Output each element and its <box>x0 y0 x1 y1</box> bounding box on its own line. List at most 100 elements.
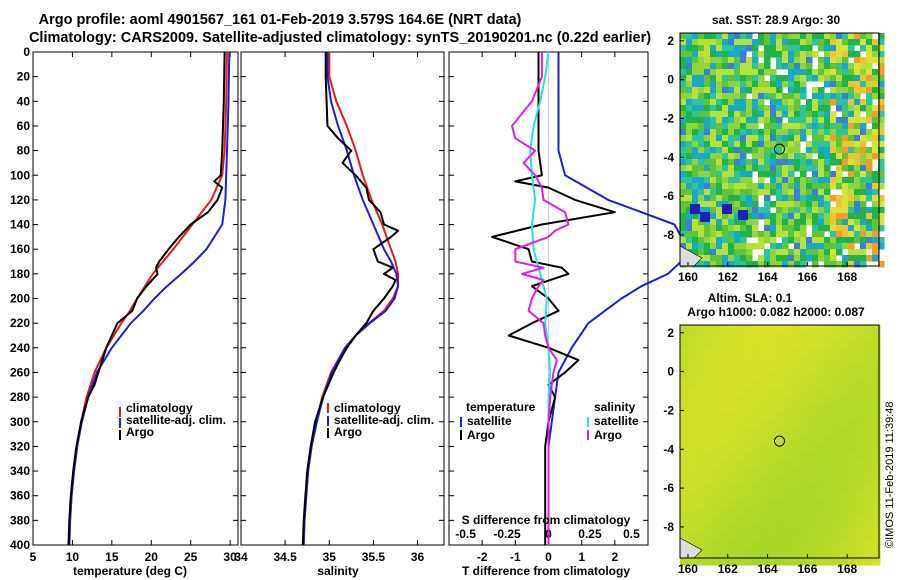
map-cell <box>812 165 819 172</box>
map-cell <box>696 413 705 422</box>
map-cell <box>764 123 771 130</box>
map-cell <box>686 105 693 112</box>
map-cell <box>712 501 721 510</box>
map-cell <box>840 533 849 542</box>
map-cell <box>872 453 881 462</box>
map-cell <box>736 381 745 390</box>
map-cell <box>800 171 807 178</box>
map-cell <box>784 541 793 550</box>
map-cell <box>760 325 769 334</box>
map-cell <box>836 165 843 172</box>
s-tick-label: 0.25 <box>578 527 602 541</box>
map-cell <box>720 541 729 550</box>
map-cell <box>878 201 885 208</box>
map-cell <box>736 373 745 382</box>
map-cell <box>830 183 837 190</box>
map-cell <box>716 255 723 262</box>
map-cell <box>848 349 857 358</box>
map-cell <box>696 421 705 430</box>
map-cell <box>722 147 729 154</box>
map-cell <box>878 219 885 226</box>
map-cell <box>866 39 873 46</box>
map-cell <box>760 413 769 422</box>
map-cell <box>728 333 737 342</box>
map-cell <box>860 231 867 238</box>
map-cell <box>764 111 771 118</box>
map-cell <box>848 541 857 550</box>
map-cell <box>808 421 817 430</box>
map-cell <box>788 87 795 94</box>
map-cell <box>832 373 841 382</box>
map-cell <box>716 219 723 226</box>
map-cell <box>842 99 849 106</box>
map-cell <box>688 421 697 430</box>
map-cell <box>704 165 711 172</box>
map-cell <box>680 219 687 226</box>
map-cell <box>764 147 771 154</box>
map-cell <box>716 45 723 52</box>
map-cell <box>866 75 873 82</box>
map-cell <box>760 525 769 534</box>
map-cell <box>710 87 717 94</box>
map-cell <box>824 207 831 214</box>
map-cell <box>686 147 693 154</box>
map-cell <box>744 517 753 526</box>
map-cell <box>704 429 713 438</box>
map-cell <box>872 111 879 118</box>
map-cell <box>818 249 825 256</box>
map-cell <box>794 39 801 46</box>
map-cell <box>824 99 831 106</box>
map-cell <box>776 99 783 106</box>
map-cell <box>752 549 761 558</box>
map-cell <box>698 243 705 250</box>
map-cell <box>848 105 855 112</box>
map-cell <box>704 57 711 64</box>
map-cell <box>854 261 861 268</box>
map-cell <box>812 177 819 184</box>
map-cell <box>776 255 783 262</box>
map-cell <box>712 357 721 366</box>
map-cell <box>800 201 807 208</box>
map-cell <box>746 81 753 88</box>
map-cell <box>800 389 809 398</box>
map-cell <box>728 255 735 262</box>
map-cell <box>722 63 729 70</box>
map-cell <box>720 397 729 406</box>
map-cell <box>824 147 831 154</box>
map-cell <box>830 153 837 160</box>
map-cell <box>848 501 857 510</box>
map-cell <box>782 147 789 154</box>
map-cell <box>764 105 771 112</box>
map-cell <box>872 389 881 398</box>
map-cell <box>704 195 711 202</box>
map-cell <box>690 204 700 214</box>
map-cell <box>770 201 777 208</box>
map-cell <box>740 105 747 112</box>
map-cell <box>716 123 723 130</box>
map-cell <box>736 509 745 518</box>
map-cell <box>752 201 759 208</box>
map-cell <box>800 135 807 142</box>
map-cell <box>752 189 759 196</box>
map-cell <box>692 189 699 196</box>
map-cell <box>872 365 881 374</box>
map-cell <box>686 153 693 160</box>
map-cell <box>686 225 693 232</box>
map-cell <box>824 493 833 502</box>
map-cell <box>840 365 849 374</box>
map-cell <box>698 33 705 40</box>
map-cell <box>776 421 785 430</box>
map-cell <box>788 129 795 136</box>
map-cell <box>740 123 747 130</box>
map-cell <box>808 501 817 510</box>
map-cell <box>818 207 825 214</box>
map-cell <box>768 485 777 494</box>
map-cell <box>734 57 741 64</box>
map-cell <box>728 469 737 478</box>
map-cell <box>788 99 795 106</box>
map-cell <box>830 87 837 94</box>
map-cell <box>872 45 879 52</box>
map-cell <box>864 517 873 526</box>
map-cell <box>746 33 753 40</box>
map-cell <box>716 231 723 238</box>
